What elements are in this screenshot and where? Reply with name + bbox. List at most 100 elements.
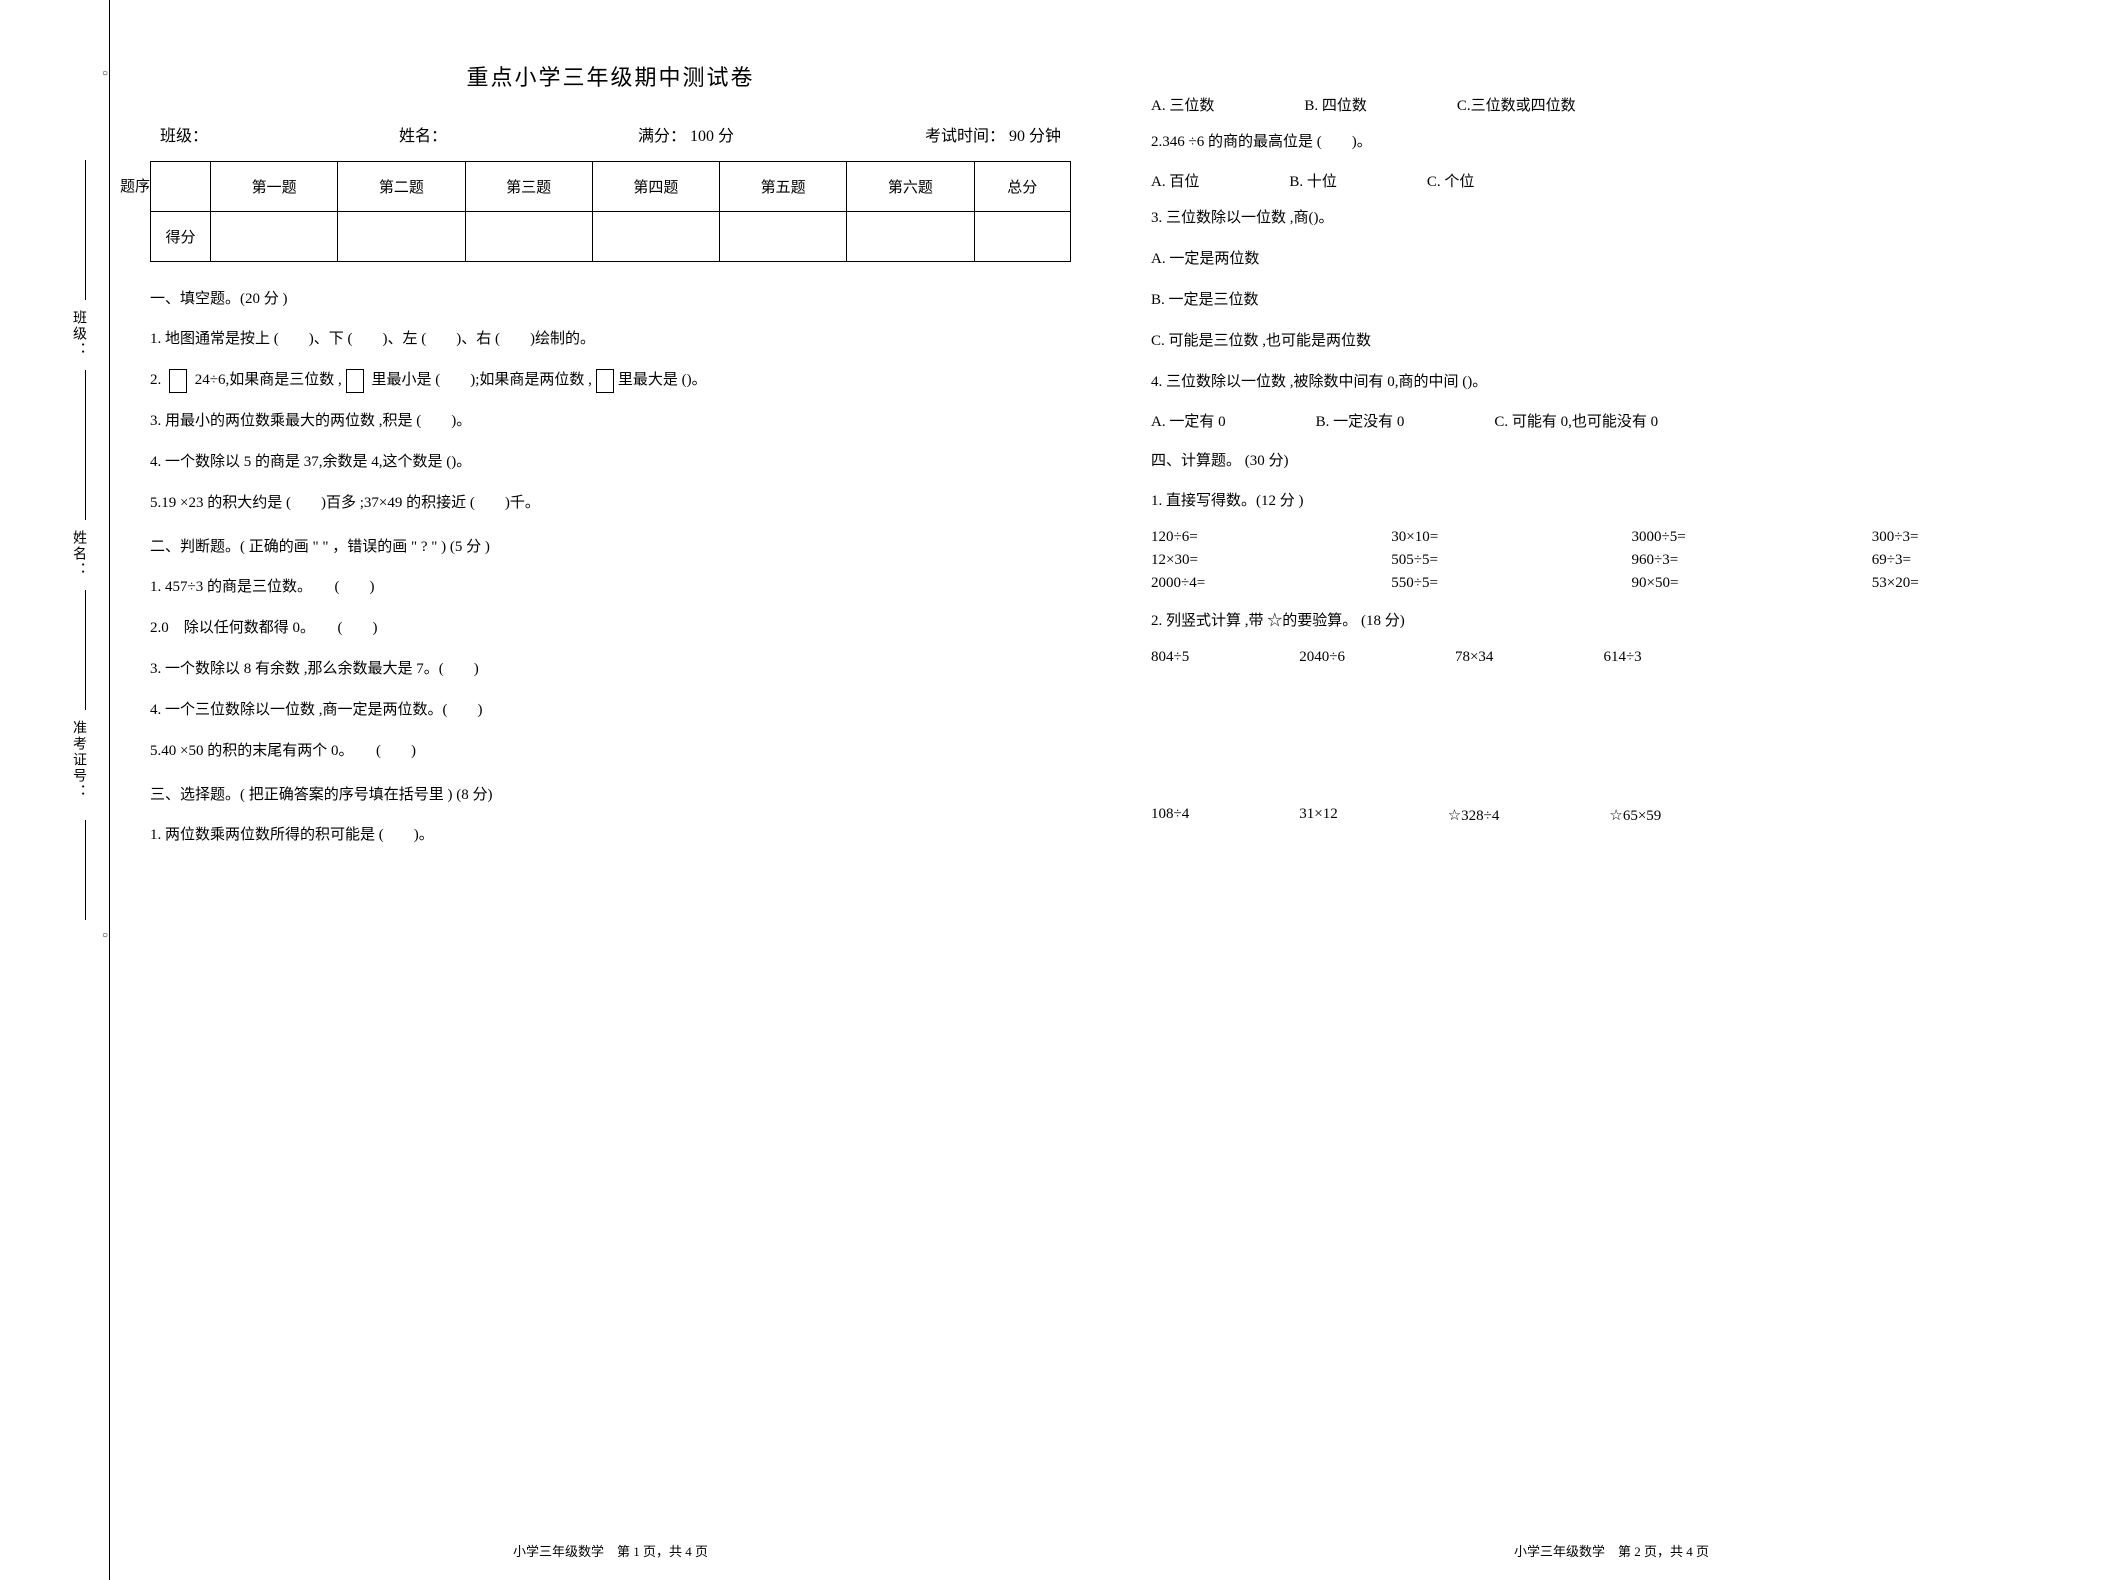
cell-5	[720, 212, 847, 262]
box-icon-3	[596, 369, 614, 393]
exam-title: 重点小学三年级期中测试卷	[150, 60, 1071, 92]
q3-2-options: A. 百位 B. 十位 C. 个位	[1151, 170, 2072, 191]
q3-4-b: B. 一定没有 0	[1316, 410, 1405, 431]
score-table-score-row: 得分	[151, 212, 1071, 262]
q3-1-c: C.三位数或四位数	[1457, 94, 1576, 115]
binding-dot-top: ○	[102, 68, 108, 79]
calc1-11: 53×20=	[1872, 575, 2072, 592]
q1-2a: 2.	[150, 372, 165, 388]
col-3: 第三题	[465, 162, 592, 212]
q3-4-c: C. 可能有 0,也可能没有 0	[1494, 410, 1658, 431]
row-label-overhang: 题序	[120, 175, 150, 196]
section-2-title: 二、判断题。( 正确的画 " " ，错误的画 " ? " ) (5 分 )	[150, 535, 1071, 556]
fullscore-label: 满分：	[638, 128, 686, 145]
q2-4: 4. 一个三位数除以一位数 ,商一定是两位数。( )	[150, 697, 1071, 724]
score-table-header-row: 第一题 第二题 第三题 第四题 第五题 第六题 总分	[151, 162, 1071, 212]
calc1-9: 550÷5=	[1391, 575, 1591, 592]
cell-1	[211, 212, 338, 262]
q3-2-b: B. 十位	[1289, 170, 1337, 191]
section-1-title: 一、填空题。(20 分 )	[150, 287, 1071, 308]
calc1-8: 2000÷4=	[1151, 575, 1351, 592]
row-label-2: 得分	[151, 212, 211, 262]
calc-grid-1: 120÷6= 30×10= 3000÷5= 300÷3= 12×30= 505÷…	[1151, 529, 2072, 592]
calc2-r1-0: 804÷5	[1151, 649, 1189, 666]
cell-3	[465, 212, 592, 262]
footer-1: 小学三年级数学 第 1 页，共 4 页	[110, 1541, 1111, 1560]
section-4-title: 四、计算题。 (30 分)	[1151, 449, 2072, 470]
col-7: 总分	[974, 162, 1071, 212]
cell-4	[592, 212, 719, 262]
box-icon-1	[169, 369, 187, 393]
q2-2: 2.0 除以任何数都得 0。 ( )	[150, 615, 1071, 642]
page-container: ○ 班级： 姓名： 准考证号： ○ 重点小学三年级期中测试卷 班级： 姓名： 满…	[0, 0, 2112, 1580]
calc1-10: 90×50=	[1632, 575, 1832, 592]
q1-5: 5.19 ×23 的积大约是 ( )百多 ;37×49 的积接近 ( )千。	[150, 490, 1071, 517]
calc2-r2-3: ☆65×59	[1609, 806, 1661, 825]
col-6: 第六题	[847, 162, 974, 212]
q4-2: 2. 列竖式计算 ,带 ☆的要验算。 (18 分)	[1151, 608, 2072, 635]
q1-1: 1. 地图通常是按上 ( )、下 ( )、左 ( )、右 ( )绘制的。	[150, 326, 1071, 353]
q1-4: 4. 一个数除以 5 的商是 37,余数是 4,这个数是 ()。	[150, 449, 1071, 476]
q2-3: 3. 一个数除以 8 有余数 ,那么余数最大是 7。( )	[150, 656, 1071, 683]
q3-3: 3. 三位数除以一位数 ,商()。	[1151, 205, 2072, 232]
cell-6	[847, 212, 974, 262]
calc2-row1: 804÷5 2040÷6 78×34 614÷3	[1151, 649, 2072, 666]
q3-3-b: B. 一定是三位数	[1151, 287, 2072, 314]
calc1-7: 69÷3=	[1872, 552, 2072, 569]
q1-2c: 里最小是 ( );如果商是两位数 ,	[368, 372, 592, 388]
col-1: 第一题	[211, 162, 338, 212]
calc2-r2-2: ☆328÷4	[1448, 806, 1500, 825]
col-5: 第五题	[720, 162, 847, 212]
calc2-r2-0: 108÷4	[1151, 806, 1189, 825]
box-icon-2	[346, 369, 364, 393]
name-label: 姓名：	[399, 122, 447, 146]
q3-1-a: A. 三位数	[1151, 94, 1214, 115]
calc2-r1-3: 614÷3	[1603, 649, 1641, 666]
time-label: 考试时间：	[925, 128, 1005, 145]
col-4: 第四题	[592, 162, 719, 212]
q2-5: 5.40 ×50 的积的末尾有两个 0。 ( )	[150, 738, 1071, 765]
q1-3: 3. 用最小的两位数乘最大的两位数 ,积是 ( )。	[150, 408, 1071, 435]
q3-1-b: B. 四位数	[1304, 94, 1367, 115]
q3-1: 1. 两位数乘两位数所得的积可能是 ( )。	[150, 822, 1071, 849]
q3-1-options: A. 三位数 B. 四位数 C.三位数或四位数	[1151, 94, 2072, 115]
cell-2	[338, 212, 465, 262]
q1-2b: 24÷6,如果商是三位数 ,	[191, 372, 342, 388]
time-value: 90 分钟	[1009, 128, 1061, 145]
calc1-5: 505÷5=	[1391, 552, 1591, 569]
vline-1	[85, 160, 86, 300]
calc1-0: 120÷6=	[1151, 529, 1351, 546]
side-label-examno: 准考证号：	[68, 720, 88, 800]
meta-row: 班级： 姓名： 满分： 100 分 考试时间： 90 分钟	[150, 122, 1071, 146]
q1-2: 2. 24÷6,如果商是三位数 , 里最小是 ( );如果商是两位数 ,里最大是…	[150, 367, 1071, 394]
q3-2-a: A. 百位	[1151, 170, 1199, 191]
page-1: 重点小学三年级期中测试卷 班级： 姓名： 满分： 100 分 考试时间： 90 …	[110, 0, 1111, 1580]
side-label-class: 班级：	[68, 310, 88, 358]
q4-1: 1. 直接写得数。(12 分 )	[1151, 488, 2072, 515]
calc1-4: 12×30=	[1151, 552, 1351, 569]
fullscore-value: 100 分	[690, 128, 734, 145]
q3-2: 2.346 ÷6 的商的最高位是 ( )。	[1151, 129, 2072, 156]
binding-margin: ○ 班级： 姓名： 准考证号： ○	[0, 0, 110, 1580]
fullscore: 满分： 100 分	[638, 122, 734, 146]
vline-2	[85, 370, 86, 520]
vline-4	[85, 820, 86, 920]
section-3-title: 三、选择题。( 把正确答案的序号填在括号里 ) (8 分)	[150, 783, 1071, 804]
calc1-6: 960÷3=	[1632, 552, 1832, 569]
q3-4-options: A. 一定有 0 B. 一定没有 0 C. 可能有 0,也可能没有 0	[1151, 410, 2072, 431]
vline-3	[85, 590, 86, 710]
calc2-row2: 108÷4 31×12 ☆328÷4 ☆65×59	[1151, 806, 2072, 825]
row-label-1	[151, 162, 211, 212]
calc1-3: 300÷3=	[1872, 529, 2072, 546]
calc2-r1-2: 78×34	[1455, 649, 1493, 666]
calc2-r2-1: 31×12	[1299, 806, 1337, 825]
binding-dot-bottom: ○	[102, 930, 108, 941]
q3-3-c: C. 可能是三位数 ,也可能是两位数	[1151, 328, 2072, 355]
col-2: 第二题	[338, 162, 465, 212]
score-table: 第一题 第二题 第三题 第四题 第五题 第六题 总分 得分	[150, 161, 1071, 262]
q3-3-a: A. 一定是两位数	[1151, 246, 2072, 273]
footer-2: 小学三年级数学 第 2 页，共 4 页	[1111, 1541, 2112, 1560]
side-label-name: 姓名：	[68, 530, 88, 578]
q2-1: 1. 457÷3 的商是三位数。 ( )	[150, 574, 1071, 601]
page-2: A. 三位数 B. 四位数 C.三位数或四位数 2.346 ÷6 的商的最高位是…	[1111, 0, 2112, 1580]
